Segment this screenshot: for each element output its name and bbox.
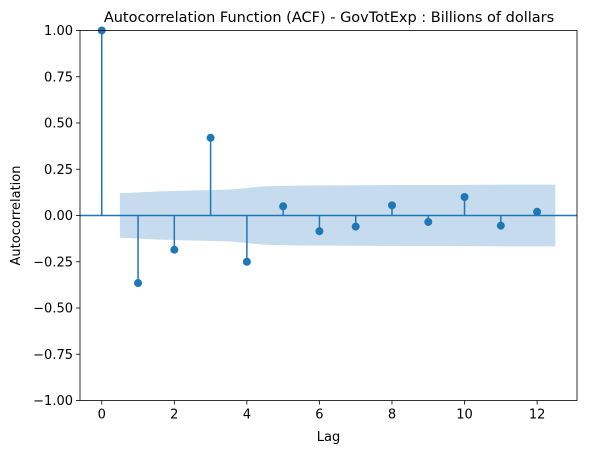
acf-point — [134, 279, 143, 288]
acf-point — [424, 217, 433, 226]
x-tick-label: 10 — [456, 408, 473, 423]
x-tick-label: 8 — [388, 408, 396, 423]
x-axis-label: Lag — [317, 430, 340, 445]
y-axis-ticks: −1.00 −0.75 −0.50 −0.25 0.00 0.25 0.50 0.75 1.00 — [33, 24, 80, 409]
y-tick-label: 1.00 — [44, 24, 73, 39]
plot-area — [80, 26, 577, 288]
acf-stem-lag-10 — [460, 193, 469, 216]
acf-point — [206, 133, 215, 142]
acf-point — [460, 193, 469, 201]
acf-point — [387, 201, 396, 210]
y-tick-label: 0.75 — [44, 70, 73, 85]
acf-point — [315, 227, 324, 236]
acf-stem-lag-4 — [242, 215, 251, 266]
y-tick-label: −0.50 — [33, 302, 73, 317]
acf-point — [242, 257, 251, 266]
acf-stem-lag-0 — [97, 26, 106, 216]
y-tick-label: 0.50 — [44, 117, 73, 132]
chart-title: Autocorrelation Function (ACF) - GovTotE… — [104, 10, 554, 26]
acf-stem-lag-12 — [533, 207, 542, 216]
acf-point — [351, 222, 360, 231]
x-tick-label: 6 — [315, 408, 323, 423]
acf-stem-lag-8 — [387, 201, 396, 216]
acf-stem-lag-5 — [279, 202, 288, 216]
x-tick-label: 12 — [529, 408, 546, 423]
y-tick-label: 0.25 — [44, 163, 73, 178]
x-tick-label: 0 — [98, 408, 106, 423]
x-tick-label: 2 — [170, 408, 178, 423]
y-tick-label: 0.00 — [44, 209, 73, 224]
acf-point — [533, 207, 542, 216]
acf-point — [170, 245, 179, 254]
acf-stem-lag-6 — [315, 215, 324, 236]
acf-point — [496, 221, 505, 230]
acf-stem-lag-11 — [496, 215, 505, 230]
acf-point — [279, 202, 288, 211]
acf-stem-lag-3 — [206, 133, 215, 216]
y-axis-label: Autocorrelation — [9, 166, 24, 266]
acf-stem-lag-2 — [170, 215, 179, 254]
x-axis-ticks: 0 2 4 6 8 10 12 — [98, 400, 546, 423]
acf-stem-lag-9 — [424, 215, 433, 226]
x-tick-label: 4 — [243, 408, 251, 423]
y-tick-label: −0.75 — [33, 348, 73, 363]
y-tick-label: −1.00 — [33, 394, 73, 409]
acf-stem-lag-1 — [134, 215, 143, 288]
y-tick-label: −0.25 — [33, 255, 73, 270]
acf-stem-lag-7 — [351, 215, 360, 231]
